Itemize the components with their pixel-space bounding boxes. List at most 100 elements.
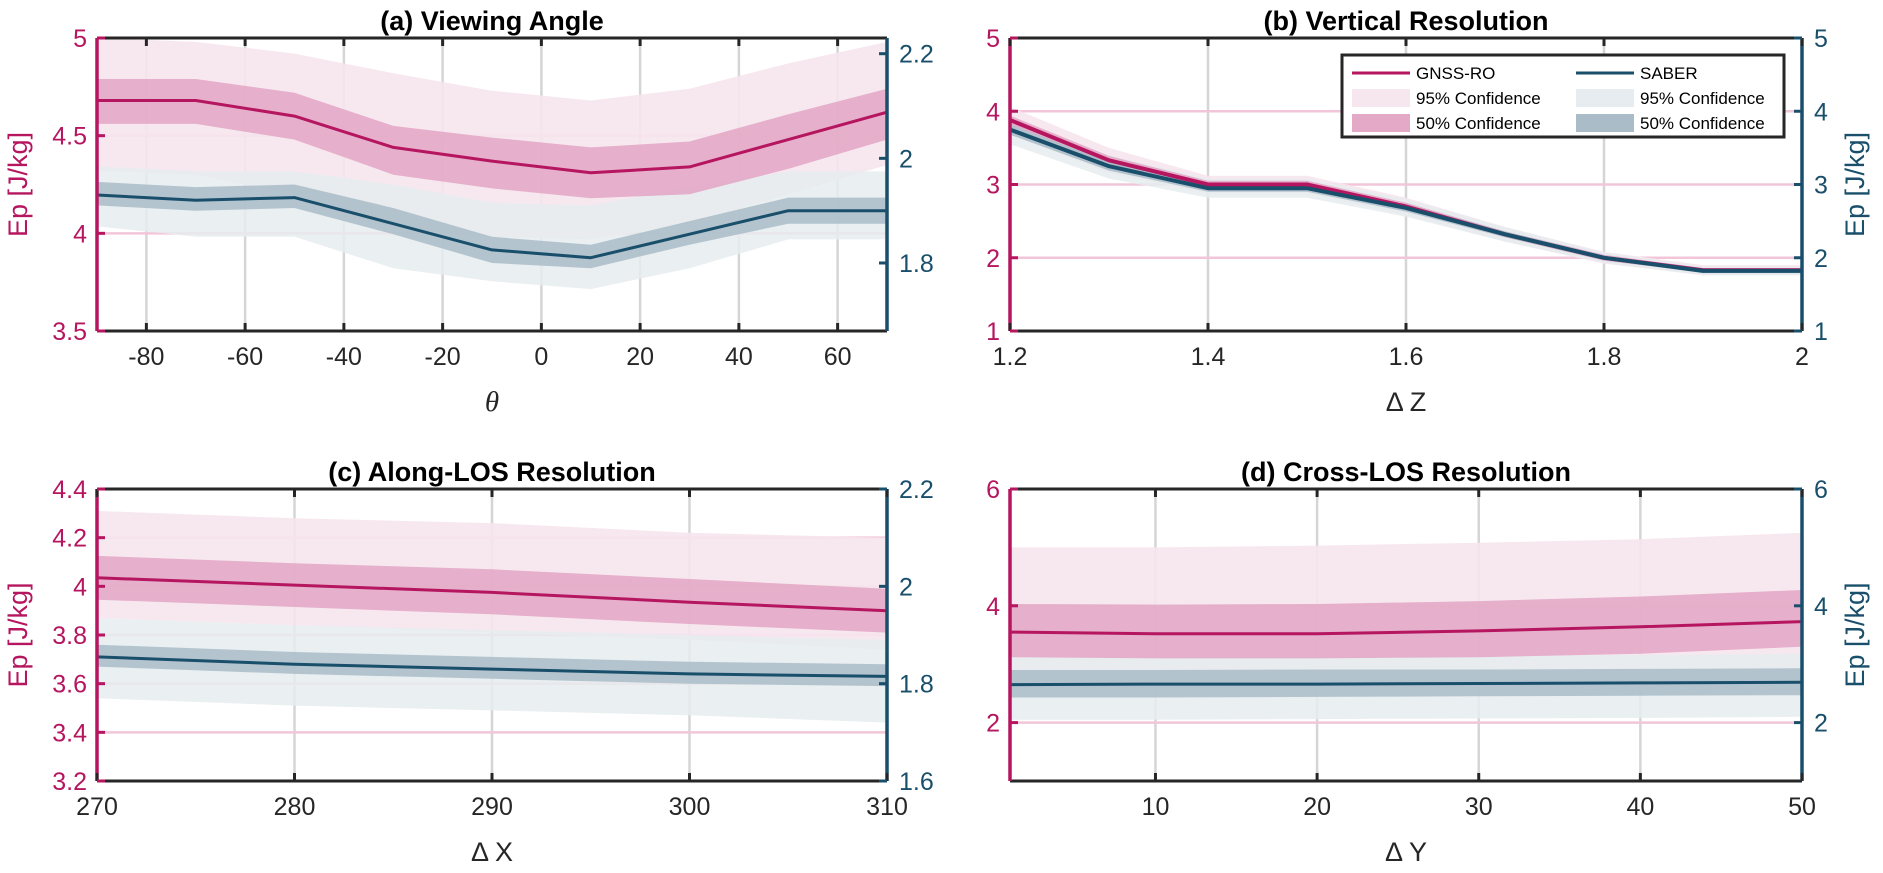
left-y-tick-label: 2 [986,710,1000,738]
left-y-tick-label: 3.2 [52,768,87,796]
panel-title: (a) Viewing Angle [380,6,604,36]
gnss-median-line [1010,620,1802,636]
left-y-tick-label: 6 [986,476,1000,504]
x-tick-label: 40 [1626,793,1654,821]
left-y-tick-label: 4.2 [52,525,87,553]
legend-label: SABER [1640,64,1698,83]
right-y-tick-label: 1.6 [899,768,934,796]
saber-legend-band95-swatch [1576,89,1634,107]
left-y-tick-label: 3 [986,172,1000,200]
legend-label: GNSS-RO [1416,64,1495,83]
panel-title: (c) Along-LOS Resolution [328,457,655,487]
x-tick-label: 280 [274,793,316,821]
saber-median-line [1010,127,1802,273]
right-y-axis-label: Ep [J/kg] [1840,582,1870,687]
right-y-tick-label: 2 [1814,710,1828,738]
x-tick-label: 310 [866,793,908,821]
left-y-tick-label: 2 [986,245,1000,273]
panel-title: (b) Vertical Resolution [1263,6,1548,36]
gnss-median-line [97,99,887,175]
x-axis-label: Δ Z [1386,387,1427,417]
x-tick-label: 270 [76,793,118,821]
x-tick-label: -60 [227,343,263,371]
gnss-median-line [97,576,887,613]
saber-50-confidence-band [97,644,887,687]
x-axis-label: Δ X [471,837,513,867]
legend-box [1340,53,1786,139]
x-tick-label: 10 [1142,793,1170,821]
x-tick-label: -20 [425,343,461,371]
x-tick-label: 40 [725,343,753,371]
right-y-tick-label: 2.2 [899,41,934,69]
right-y-tick-label: 2 [899,573,913,601]
axes: 10 20 30 40 50 2 4 6 2 4 6 [986,476,1828,821]
x-tick-label: 290 [471,793,513,821]
right-y-tick-label: 1 [1814,318,1828,346]
x-tick-label: 30 [1465,793,1493,821]
panel-a: -80 -60 -40 -20 0 20 40 60 3.5 4 4.5 5 1.8 2 2.2 (a) Vi… [3,6,934,418]
legend: GNSS-RO SABER 95% Confidence 95% Confidence… [1340,53,1786,139]
left-y-tick-label: 4.5 [52,123,87,151]
left-y-axis-label: Ep [J/kg] [3,132,33,237]
left-y-tick-label: 3.5 [52,318,87,346]
saber-median-line [97,655,887,678]
x-tick-label: 300 [669,793,711,821]
right-y-tick-label: 6 [1814,476,1828,504]
right-y-tick-label: 4 [1814,98,1828,126]
x-axis-label: Δ Y [1385,837,1427,867]
x-tick-label: 50 [1788,793,1816,821]
left-y-tick-label: 4 [986,593,1000,621]
legend-label: 50% Confidence [1416,114,1541,133]
left-y-tick-label: 4 [986,98,1000,126]
left-y-tick-label: 5 [986,25,1000,53]
saber-median-line [1010,680,1802,687]
x-tick-label: 60 [824,343,852,371]
legend-label: 50% Confidence [1640,114,1765,133]
right-y-tick-label: 1.8 [899,671,934,699]
x-tick-label: 1.8 [1587,343,1622,371]
right-y-tick-label: 3 [1814,172,1828,200]
gnss-legend-band95-swatch [1352,89,1410,107]
gnss-legend-band50-swatch [1352,114,1410,132]
left-y-axis-label: Ep [J/kg] [3,582,33,687]
gnss-50-confidence-band [97,555,887,633]
x-axis-label: θ [485,386,499,418]
panel-title: (d) Cross-LOS Resolution [1241,457,1571,487]
panel-c: 270 280 290 300 310 3.2 3.4 3.6 3.8 4 4.2 4.4 1.6 1.8… [3,457,934,867]
right-y-tick-label: 4 [1814,593,1828,621]
x-tick-label: 1.6 [1389,343,1424,371]
right-y-tick-label: 2.2 [899,476,934,504]
right-y-axis-label: Ep [J/kg] [1840,132,1870,237]
x-tick-label: 20 [1303,793,1331,821]
left-y-tick-label: 3.6 [52,671,87,699]
left-y-tick-label: 3.8 [52,622,87,650]
legend-label: 95% Confidence [1640,89,1765,108]
saber-50-confidence-band [97,181,887,269]
x-tick-label: 20 [626,343,654,371]
legend-label: 95% Confidence [1416,89,1541,108]
axes: 270 280 290 300 310 3.2 3.4 3.6 3.8 4 4.2 4.4 1.6 1.8… [52,476,934,821]
right-y-tick-label: 2 [899,145,913,173]
axes: -80 -60 -40 -20 0 20 40 60 3.5 4 4.5 5 1.8 2 2.2 [52,25,934,371]
saber-legend-band50-swatch [1576,114,1634,132]
x-tick-label: -80 [128,343,164,371]
left-y-tick-label: 4 [73,573,87,601]
right-y-tick-label: 1.8 [899,250,934,278]
panel-d: 10 20 30 40 50 2 4 6 2 4 6 (d) Cross-LOS Resolution… [986,457,1870,867]
left-y-tick-label: 1 [986,318,1000,346]
right-y-tick-label: 2 [1814,245,1828,273]
left-y-tick-label: 4 [73,220,87,248]
x-tick-label: 2 [1795,343,1809,371]
gnss-50-confidence-band [1010,590,1802,659]
x-tick-label: 0 [534,343,548,371]
saber-median-line [97,193,887,260]
left-y-tick-label: 4.4 [52,476,87,504]
left-y-tick-label: 5 [73,25,87,53]
x-tick-label: 1.4 [1191,343,1226,371]
right-y-tick-label: 5 [1814,25,1828,53]
x-tick-label: -40 [326,343,362,371]
x-tick-label: 1.2 [993,343,1028,371]
left-y-tick-label: 3.4 [52,719,87,747]
